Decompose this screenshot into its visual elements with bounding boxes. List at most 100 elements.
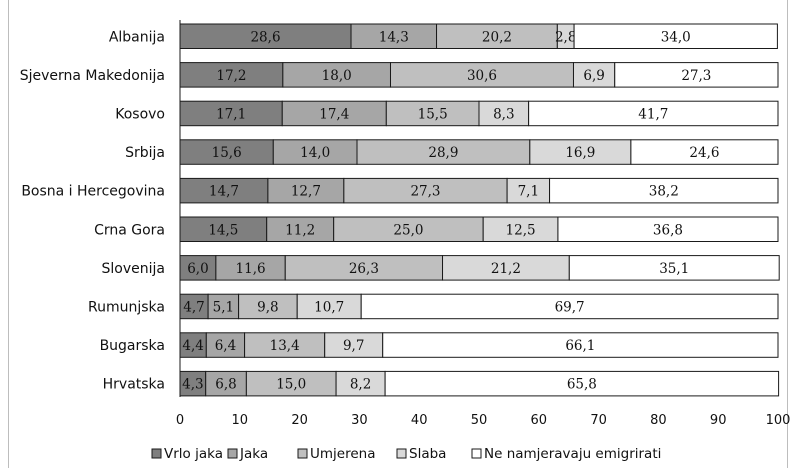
legend-label: Slaba <box>409 446 446 462</box>
bar-segment <box>549 177 779 204</box>
category-label: Bugarska <box>100 338 165 354</box>
data-label: 28,9 <box>428 145 458 161</box>
category-label: Rumunjska <box>88 299 165 315</box>
bar-segment <box>528 100 779 127</box>
bar-segment <box>333 216 484 242</box>
legend-swatch <box>151 448 162 459</box>
category-label: Albanija <box>109 29 165 45</box>
x-tick-label: 30 <box>351 413 368 428</box>
data-label: 21,2 <box>491 261 521 277</box>
bar-segment <box>179 100 283 127</box>
bar-segment <box>207 293 240 320</box>
bar-segment <box>267 177 345 204</box>
data-label: 14,3 <box>379 29 409 45</box>
legend-label: Jaka <box>239 446 268 462</box>
bars-layer: 28,6 14,3 20,2 2,8 34,0 17,2 18,0 30,6 6,9 27,3 17… <box>179 23 780 397</box>
category-label: Srbija <box>125 145 165 161</box>
data-label: 14,5 <box>208 222 238 238</box>
data-label: 4,3 <box>182 377 203 393</box>
legend-label: Ne namjeravaju emigrirati <box>484 446 661 462</box>
bar-segment <box>436 23 558 49</box>
data-label: 26,3 <box>349 261 379 277</box>
bar-segment <box>205 370 247 397</box>
data-label: 6,0 <box>187 261 208 277</box>
legend-swatch <box>396 448 407 459</box>
data-label: 15,6 <box>212 145 242 161</box>
bar-segment <box>179 177 269 204</box>
data-label: 8,2 <box>350 377 371 393</box>
legend-swatch <box>297 448 308 459</box>
data-label: 15,0 <box>276 377 306 393</box>
bar-segment <box>572 62 616 88</box>
bar-segment <box>385 100 480 127</box>
data-label: 11,2 <box>285 222 315 238</box>
data-label: 27,3 <box>681 68 711 84</box>
data-label: 28,6 <box>250 29 280 45</box>
legend-swatch <box>471 448 482 459</box>
data-label: 2,8 <box>555 29 576 45</box>
data-label: 6,4 <box>215 338 236 354</box>
x-tick-label: 10 <box>232 413 249 428</box>
category-label: Slovenija <box>102 261 165 277</box>
data-label: 65,8 <box>567 377 597 393</box>
bar-segment <box>296 293 362 320</box>
bar-segment <box>529 139 632 165</box>
data-label: 27,3 <box>410 184 440 200</box>
data-label: 17,1 <box>216 106 246 122</box>
x-tick-label: 50 <box>471 413 488 428</box>
bar-segment <box>179 23 352 49</box>
data-label: 9,7 <box>343 338 364 354</box>
data-label: 6,8 <box>215 377 236 393</box>
bar-segment <box>350 23 438 49</box>
chart-frame <box>8 0 788 468</box>
data-label: 17,4 <box>319 106 349 122</box>
data-label: 17,2 <box>216 68 246 84</box>
category-label: Hrvatska <box>103 377 165 393</box>
bar-segment <box>384 370 780 397</box>
bar-segment <box>215 255 286 281</box>
data-label: 66,1 <box>565 338 595 354</box>
bar-segment <box>506 177 551 204</box>
data-label: 5,1 <box>213 299 234 315</box>
data-label: 24,6 <box>689 145 719 161</box>
bar-segment <box>245 370 337 397</box>
x-tick-label: 40 <box>411 413 428 428</box>
x-axis: 0 10 20 30 40 50 60 70 80 90 100 <box>176 20 791 428</box>
bar-segment <box>478 100 530 127</box>
data-label: 10,7 <box>314 299 344 315</box>
data-label: 20,2 <box>482 29 512 45</box>
category-labels: Albanija Sjeverna Makedonija Kosovo Srbija B… <box>20 29 165 392</box>
x-tick-label: 0 <box>176 413 184 428</box>
category-label: Crna Gora <box>94 222 165 238</box>
data-label: 4,4 <box>182 338 203 354</box>
legend-swatch <box>227 448 238 459</box>
bar-segment <box>356 139 531 165</box>
data-label: 35,1 <box>659 261 689 277</box>
data-label: 18,0 <box>322 68 352 84</box>
data-label: 30,6 <box>467 68 497 84</box>
bar-segment <box>179 216 268 242</box>
data-label: 15,5 <box>418 106 448 122</box>
bar-segment <box>335 370 386 397</box>
data-label: 36,8 <box>653 222 683 238</box>
data-label: 13,4 <box>270 338 300 354</box>
bar-segment <box>389 62 574 88</box>
bar-segment <box>179 139 274 165</box>
data-label: 11,6 <box>236 261 266 277</box>
data-label: 14,0 <box>300 145 330 161</box>
data-label: 9,8 <box>257 299 278 315</box>
bar-segment <box>284 255 444 281</box>
bar-segment <box>360 293 779 320</box>
bar-segment <box>179 332 207 358</box>
bar-segment <box>205 332 246 358</box>
x-tick-label: 60 <box>531 413 548 428</box>
data-label: 7,1 <box>518 184 539 200</box>
bar-segment <box>266 216 335 242</box>
data-label: 14,7 <box>209 184 239 200</box>
bar-segment <box>244 332 326 358</box>
data-label: 41,7 <box>638 106 668 122</box>
data-label: 4,7 <box>183 299 204 315</box>
data-label: 16,9 <box>565 145 595 161</box>
x-tick-label: 100 <box>766 413 791 428</box>
data-label: 34,0 <box>661 29 691 45</box>
